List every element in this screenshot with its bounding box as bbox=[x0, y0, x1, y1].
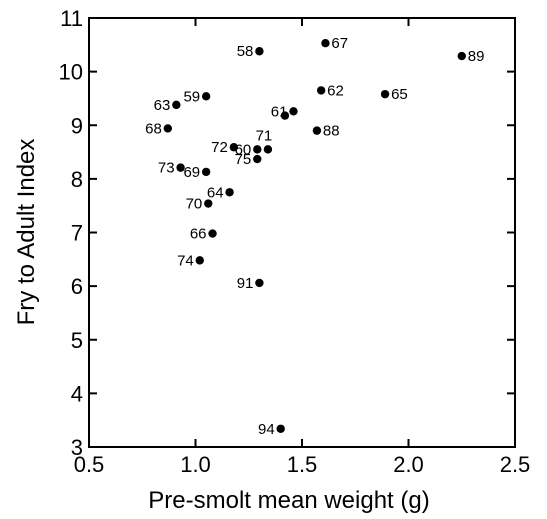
point-label: 63 bbox=[154, 97, 171, 114]
data-point bbox=[253, 145, 262, 154]
point-label: 65 bbox=[391, 86, 408, 103]
data-point bbox=[229, 143, 239, 152]
data-point bbox=[255, 47, 264, 56]
point-label: 67 bbox=[331, 35, 348, 52]
point-label: 74 bbox=[177, 252, 194, 269]
data-point bbox=[276, 424, 285, 433]
data-point bbox=[253, 154, 262, 164]
x-tick-label: 0.5 bbox=[74, 452, 105, 477]
data-point bbox=[225, 188, 234, 197]
data-point bbox=[457, 51, 466, 61]
point-label: 62 bbox=[327, 82, 344, 99]
data-point bbox=[263, 145, 273, 154]
x-tick-label: 1.5 bbox=[287, 452, 318, 477]
data-point bbox=[172, 100, 181, 110]
point-label: 75 bbox=[235, 151, 252, 168]
point-label: 58 bbox=[237, 43, 254, 60]
plot-border bbox=[88, 17, 516, 448]
data-point bbox=[316, 86, 326, 95]
data-point bbox=[280, 111, 290, 120]
x-tick-label: 1.0 bbox=[180, 452, 211, 477]
point-label: 72 bbox=[211, 139, 228, 156]
point-label: 60 bbox=[235, 141, 252, 158]
point-label: 66 bbox=[190, 226, 207, 243]
y-tick-label: 6 bbox=[71, 274, 83, 299]
point-label: 88 bbox=[323, 123, 340, 140]
y-tick-label: 7 bbox=[71, 221, 83, 246]
data-point bbox=[289, 107, 298, 116]
point-label: 91 bbox=[237, 275, 254, 292]
y-tick-label: 10 bbox=[59, 60, 83, 85]
y-axis-title: Fry to Adult Index bbox=[13, 139, 40, 326]
point-label: 69 bbox=[183, 164, 200, 181]
x-tick-label: 2.0 bbox=[393, 452, 424, 477]
point-label: 61 bbox=[271, 103, 288, 120]
y-tick-label: 8 bbox=[71, 167, 83, 192]
data-points bbox=[163, 39, 466, 433]
y-tick-label: 9 bbox=[71, 113, 83, 138]
point-label: 59 bbox=[183, 88, 200, 105]
x-tick-labels: 0.5 1.0 1.5 2.0 2.5 bbox=[74, 452, 531, 477]
point-label: 73 bbox=[158, 160, 175, 177]
data-point bbox=[195, 256, 204, 265]
point-label: 94 bbox=[258, 421, 275, 438]
y-tick-label: 3 bbox=[71, 435, 83, 460]
data-point bbox=[255, 278, 264, 288]
data-point bbox=[201, 92, 211, 101]
data-point bbox=[176, 163, 185, 172]
data-point bbox=[208, 229, 217, 238]
x-tick-label: 2.5 bbox=[500, 452, 531, 477]
y-tick-labels: 3 4 5 6 7 8 9 10 11 bbox=[59, 6, 83, 460]
data-point bbox=[163, 124, 173, 133]
point-label: 71 bbox=[256, 127, 273, 144]
data-point bbox=[380, 89, 390, 99]
data-point bbox=[201, 167, 211, 177]
point-label: 70 bbox=[186, 196, 203, 213]
y-tick-label: 11 bbox=[60, 6, 83, 31]
y-tick-label: 5 bbox=[71, 328, 83, 353]
x-axis-title: Pre-smolt mean weight (g) bbox=[148, 487, 429, 514]
y-tick-label: 4 bbox=[71, 381, 83, 406]
point-label: 89 bbox=[468, 48, 485, 65]
data-point bbox=[312, 126, 322, 135]
point-label: 64 bbox=[207, 184, 224, 201]
axis-ticks bbox=[88, 17, 516, 448]
plot-frame bbox=[88, 17, 516, 448]
data-point bbox=[321, 39, 330, 48]
point-label: 68 bbox=[145, 120, 162, 137]
data-point bbox=[204, 199, 213, 208]
